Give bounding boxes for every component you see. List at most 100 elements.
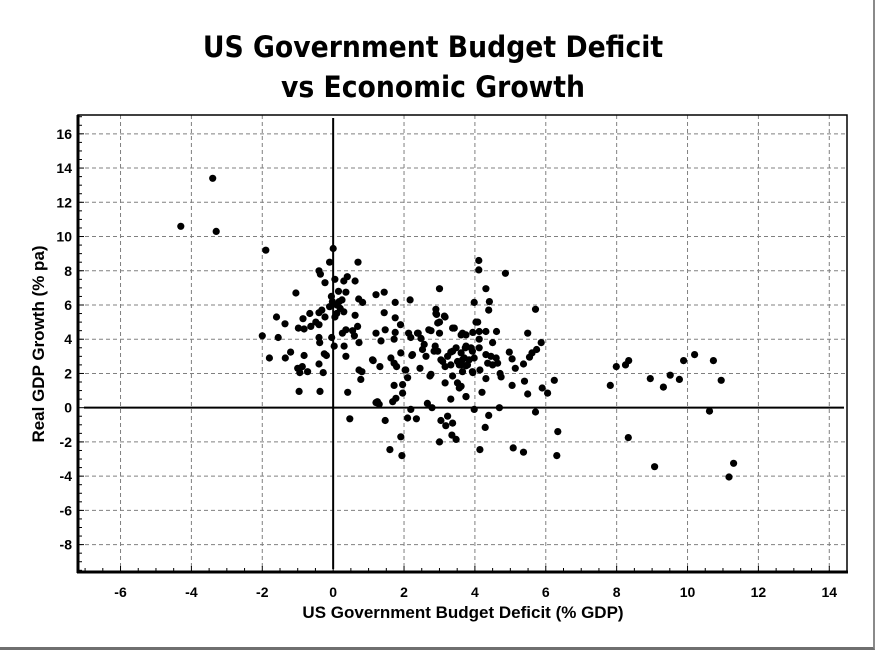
data-point <box>381 326 389 334</box>
data-point <box>351 311 359 319</box>
data-point <box>262 246 270 254</box>
data-point <box>177 222 185 230</box>
data-point <box>519 360 528 368</box>
data-point <box>475 327 483 336</box>
data-point <box>509 444 517 452</box>
data-point <box>306 309 314 318</box>
data-point <box>482 285 490 293</box>
data-point <box>338 329 346 337</box>
data-point <box>321 313 329 321</box>
data-point <box>452 435 460 443</box>
data-point <box>475 344 483 352</box>
y-tick-label: 10 <box>56 229 72 245</box>
data-point <box>470 298 478 306</box>
data-point <box>316 339 324 347</box>
data-point <box>508 355 516 363</box>
data-point <box>265 354 273 362</box>
data-point <box>449 324 457 332</box>
data-point <box>544 389 552 397</box>
data-point <box>441 379 449 387</box>
axes <box>76 114 848 574</box>
y-tick-label: 12 <box>56 194 72 210</box>
data-point <box>457 382 465 390</box>
data-point <box>331 275 339 283</box>
data-point <box>680 357 688 365</box>
data-point <box>359 298 367 306</box>
data-point <box>482 375 490 383</box>
gridlines <box>78 115 847 572</box>
data-point <box>209 174 217 182</box>
data-point <box>354 322 362 330</box>
data-point <box>691 351 699 359</box>
data-point <box>387 354 395 362</box>
data-point <box>316 270 324 278</box>
data-point <box>625 357 633 365</box>
data-point <box>462 342 470 350</box>
x-tick-label: 0 <box>329 584 337 600</box>
data-point <box>646 375 654 383</box>
data-point <box>389 398 397 406</box>
data-point <box>485 298 493 306</box>
data-point <box>423 399 431 407</box>
data-point <box>315 360 323 368</box>
data-point <box>434 319 442 327</box>
plot-area-border <box>77 114 848 573</box>
data-point <box>404 374 412 382</box>
data-point <box>553 452 561 460</box>
data-point <box>416 364 424 372</box>
data-point <box>458 368 467 376</box>
data-point <box>393 363 401 371</box>
data-point <box>651 463 659 471</box>
data-point <box>422 352 430 360</box>
data-point <box>524 329 532 337</box>
data-point <box>470 405 478 413</box>
data-point <box>717 376 725 384</box>
data-point <box>497 373 505 381</box>
x-tick-label: 4 <box>471 584 479 600</box>
data-point <box>295 387 303 395</box>
data-point <box>420 340 428 348</box>
data-point <box>296 369 304 377</box>
data-point <box>444 412 452 420</box>
data-point <box>258 332 266 340</box>
y-tick-label: 2 <box>64 365 72 381</box>
data-point <box>358 368 366 376</box>
data-point <box>327 292 335 300</box>
data-point <box>272 313 281 321</box>
data-point <box>294 324 302 332</box>
data-point <box>520 377 529 385</box>
x-tick-labels: -6 -4 -2 0 2 4 6 8 10 12 14 <box>114 584 837 600</box>
data-point <box>442 422 450 430</box>
data-point <box>666 371 674 379</box>
data-point <box>354 258 362 266</box>
y-tick-label: -6 <box>60 502 73 518</box>
data-point <box>554 428 562 436</box>
data-point <box>318 306 326 314</box>
data-point <box>531 305 540 313</box>
data-point <box>435 329 444 337</box>
y-tick-label: -8 <box>60 537 73 553</box>
data-point <box>475 335 483 343</box>
data-points <box>177 174 738 481</box>
x-axis-title: US Government Budget Deficit (% GDP) <box>302 603 623 622</box>
data-point <box>476 446 484 454</box>
data-point <box>298 363 306 371</box>
data-point <box>437 416 445 425</box>
x-tick-label: 8 <box>613 584 621 600</box>
data-point <box>390 335 398 343</box>
data-point <box>340 308 348 316</box>
chart-title-line-2: vs Economic Growth <box>280 70 586 104</box>
x-tick-label: 14 <box>821 584 837 600</box>
data-point <box>462 393 470 401</box>
y-tick-labels: 16 14 12 10 8 6 4 2 0 -2 -4 -6 -8 <box>56 126 72 553</box>
data-point <box>287 348 295 356</box>
data-point <box>397 349 405 357</box>
data-point <box>489 339 497 347</box>
data-point <box>505 348 513 356</box>
data-point <box>550 376 558 384</box>
data-point <box>444 352 452 360</box>
data-point <box>372 291 380 299</box>
data-point <box>328 333 336 342</box>
y-tick-label: 0 <box>64 400 72 416</box>
data-point <box>292 289 300 297</box>
